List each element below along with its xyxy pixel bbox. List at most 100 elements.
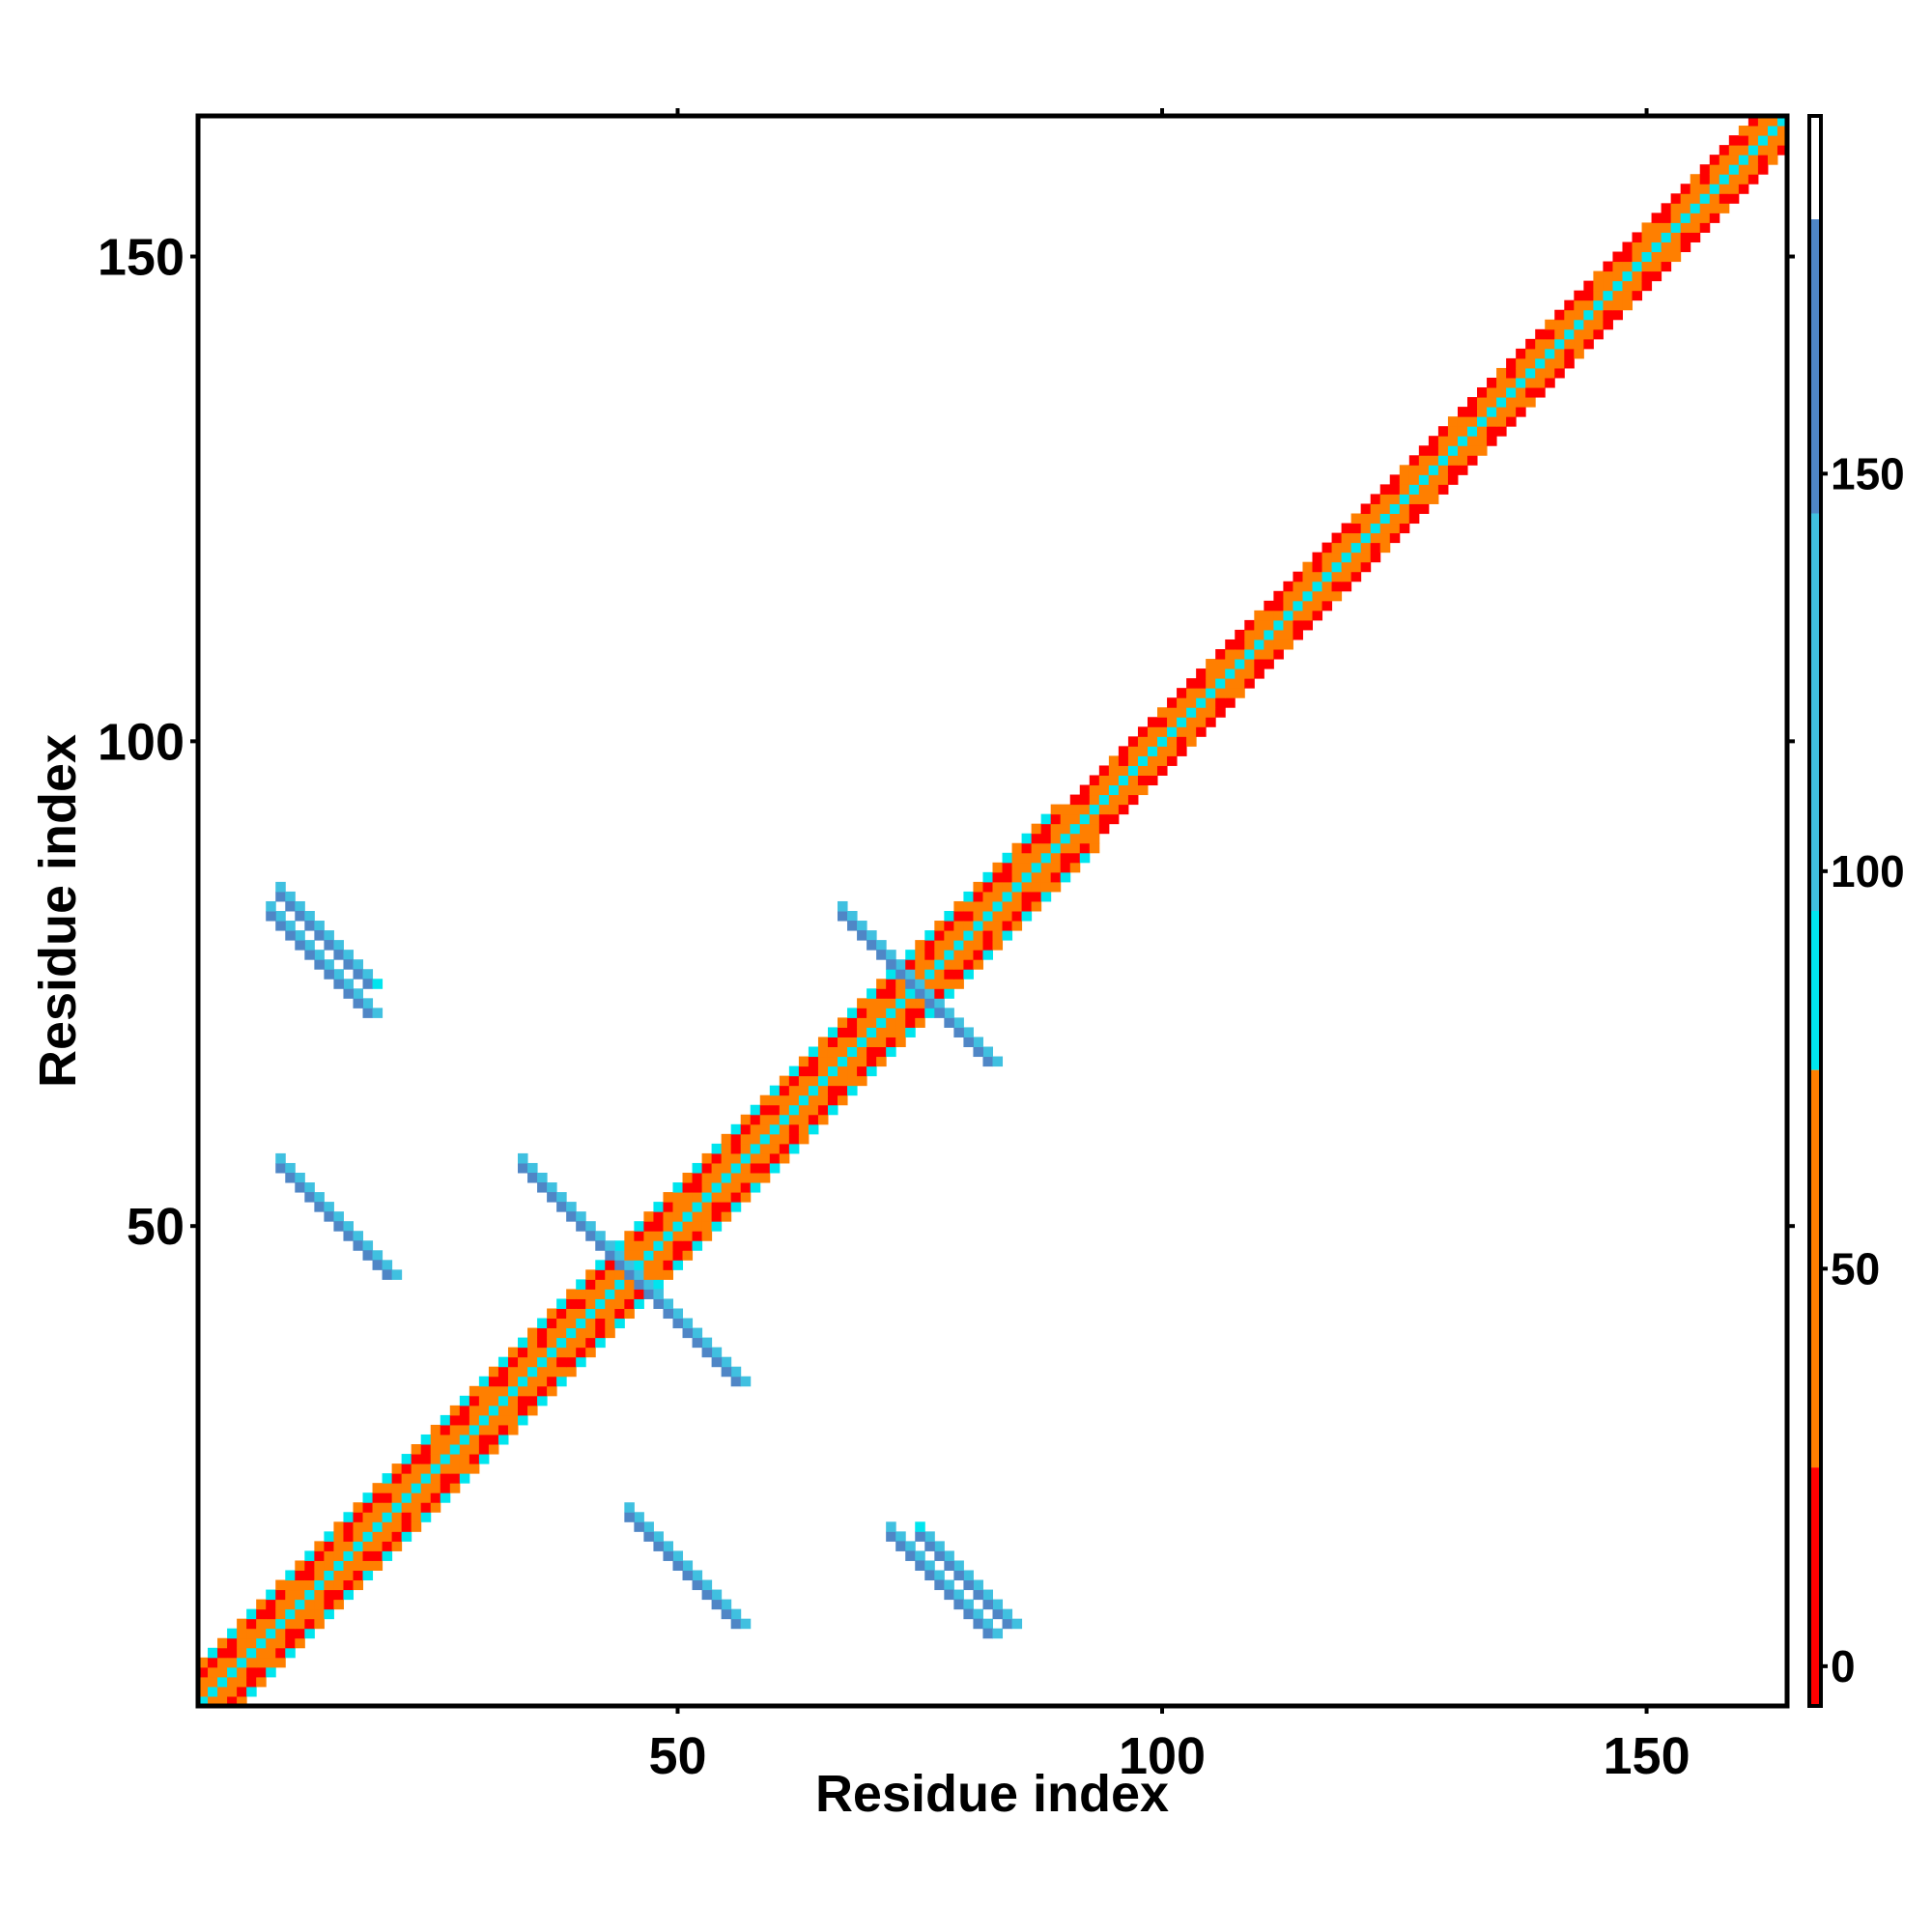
heatmap-cell — [595, 1289, 606, 1299]
heatmap-cell — [478, 1414, 490, 1426]
heatmap-cell — [798, 1065, 810, 1077]
heatmap-cell — [1021, 862, 1033, 873]
heatmap-cell — [653, 1531, 664, 1542]
heatmap-cell — [924, 1560, 935, 1571]
heatmap-cell — [838, 1056, 848, 1067]
heatmap-cell — [1651, 251, 1662, 263]
heatmap-cell — [1603, 290, 1613, 301]
heatmap-cell — [653, 1240, 664, 1251]
heatmap-cell — [314, 1560, 325, 1571]
heatmap-cell — [838, 1075, 848, 1087]
heatmap-cell — [876, 1046, 887, 1058]
heatmap-cell — [1127, 755, 1139, 766]
heatmap-cell — [401, 1463, 412, 1474]
heatmap-cell — [1699, 213, 1711, 223]
heatmap-cell — [1264, 639, 1274, 650]
heatmap-cell — [857, 921, 867, 931]
heatmap-cell — [353, 1521, 364, 1532]
heatmap-cell — [537, 1337, 548, 1349]
heatmap-cell — [1632, 232, 1643, 242]
heatmap-cell — [1593, 319, 1604, 330]
heatmap-cell — [469, 1454, 480, 1464]
heatmap-cell — [295, 1172, 305, 1183]
heatmap-cell — [963, 1570, 974, 1581]
heatmap-cell — [1360, 513, 1372, 525]
heatmap-cell — [556, 1356, 567, 1368]
heatmap-cell — [295, 1579, 305, 1591]
heatmap-cell — [759, 1162, 771, 1174]
heatmap-cell — [692, 1162, 703, 1174]
heatmap-cell — [449, 1454, 461, 1464]
heatmap-cell — [1302, 590, 1314, 602]
heatmap-cell — [838, 1017, 848, 1028]
heatmap-cell — [1225, 688, 1236, 698]
heatmap-cell — [449, 1414, 461, 1426]
heatmap-cell — [1641, 232, 1653, 242]
heatmap-cell — [411, 1483, 422, 1493]
heatmap-cell — [1235, 649, 1245, 660]
heatmap-cell — [314, 921, 325, 931]
heatmap-cell — [1312, 600, 1323, 611]
heatmap-cell — [1370, 494, 1381, 504]
heatmap-cell — [1273, 600, 1284, 611]
heatmap-cell — [847, 1085, 858, 1096]
heatmap-cell — [934, 1579, 945, 1591]
heatmap-cell — [246, 1666, 257, 1678]
heatmap-cell — [1379, 513, 1391, 525]
heatmap-cell — [1603, 299, 1613, 311]
heatmap-cell — [1127, 794, 1139, 806]
colorbar-tick-label: 50 — [1831, 1243, 1880, 1293]
heatmap-cell — [876, 1037, 887, 1048]
heatmap-cell — [1370, 542, 1381, 554]
heatmap-cell — [663, 1298, 673, 1309]
heatmap-cell — [324, 969, 334, 980]
heatmap-cell — [672, 1211, 684, 1222]
heatmap-cell — [1583, 280, 1594, 292]
heatmap-cell — [1670, 203, 1682, 213]
heatmap-cell — [827, 1056, 838, 1067]
heatmap-cell — [556, 1318, 567, 1329]
heatmap-cell — [497, 1366, 509, 1378]
heatmap-cell — [1757, 164, 1769, 175]
heatmap-cell — [1031, 852, 1042, 864]
heatmap-cell — [1457, 416, 1468, 427]
heatmap-cell — [1341, 523, 1352, 534]
heatmap-cell — [1477, 387, 1488, 398]
heatmap-cell — [382, 1550, 393, 1561]
heatmap-cell — [237, 1637, 247, 1649]
heatmap-cell — [507, 1414, 519, 1426]
heatmap-cell — [343, 1589, 354, 1601]
heatmap-cell — [730, 1192, 742, 1203]
heatmap-cell — [198, 1686, 209, 1697]
heatmap-cell — [295, 1560, 305, 1571]
heatmap-cell — [643, 1269, 654, 1280]
heatmap-cell — [275, 1152, 286, 1164]
heatmap-cell — [1632, 270, 1643, 282]
heatmap-cell — [1206, 659, 1216, 669]
heatmap-cell — [333, 1560, 344, 1571]
heatmap-cell — [1312, 590, 1323, 602]
heatmap-cell — [1098, 813, 1110, 825]
heatmap-cell — [1206, 688, 1216, 698]
heatmap-cell — [304, 950, 315, 960]
heatmap-cell — [1477, 416, 1488, 427]
heatmap-cell — [624, 1502, 635, 1513]
heatmap-cell — [953, 940, 964, 951]
heatmap-cell — [1302, 610, 1314, 621]
heatmap-cell — [391, 1541, 403, 1551]
heatmap-cell — [518, 1405, 528, 1416]
heatmap-cell — [759, 1104, 771, 1116]
heatmap-cell — [1399, 523, 1410, 534]
heatmap-cell — [905, 1541, 916, 1551]
heatmap-cell — [759, 1172, 771, 1183]
heatmap-cell — [672, 1182, 684, 1193]
heatmap-cell — [1050, 881, 1062, 893]
heatmap-cell — [324, 1531, 334, 1542]
heatmap-cell — [905, 998, 916, 1009]
heatmap-cell — [217, 1676, 228, 1688]
heatmap-cell — [876, 1027, 887, 1037]
heatmap-cell — [982, 1589, 993, 1601]
heatmap-cell — [1215, 668, 1226, 679]
heatmap-cell — [1709, 203, 1720, 213]
x-tick-label: 50 — [648, 1727, 706, 1785]
